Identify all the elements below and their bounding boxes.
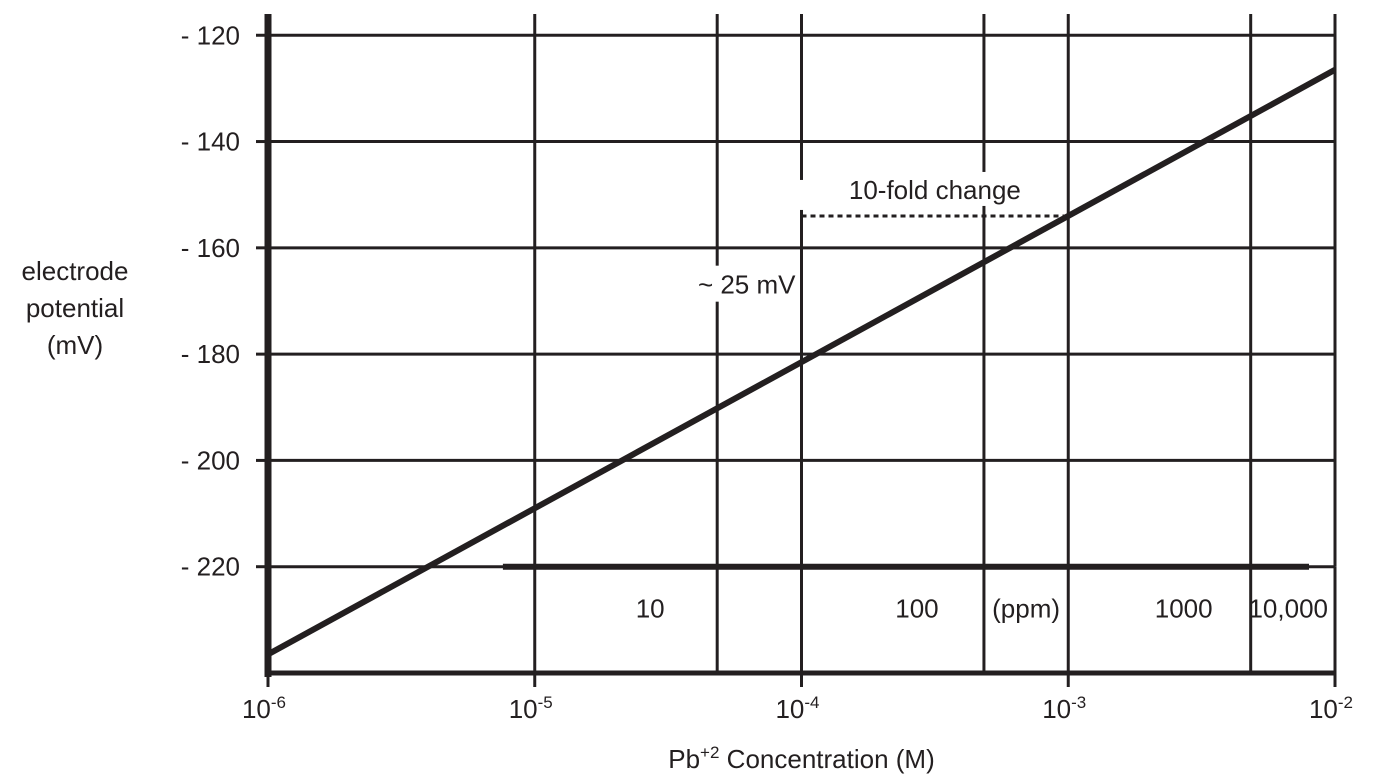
grid-lines bbox=[266, 14, 1337, 673]
y-tick-label: - 160 bbox=[181, 233, 240, 263]
x-tick-label: 10-3 bbox=[1042, 693, 1086, 724]
calibration-line bbox=[266, 67, 1337, 658]
mv-change-label: ~ 25 mV bbox=[698, 270, 796, 300]
series-layer bbox=[266, 67, 1337, 658]
x-tick-label: 10-6 bbox=[242, 693, 286, 724]
knockout bbox=[797, 179, 806, 210]
x-tick-label: 10-5 bbox=[509, 693, 553, 724]
y-tick-label: - 200 bbox=[181, 445, 240, 475]
ppm-axis: 10 100 1000 10,000 (ppm) bbox=[502, 563, 1328, 624]
axis-labels: Pb+2 Concentration (M) electrode potential… bbox=[22, 256, 935, 774]
x-tick-label: 10-2 bbox=[1309, 693, 1353, 724]
ppm-tick-label: 10 bbox=[636, 594, 665, 624]
x-tick-label: 10-4 bbox=[775, 693, 819, 724]
fold-label-bg bbox=[823, 171, 1044, 206]
ppm-tick-label: 1000 bbox=[1155, 594, 1213, 624]
y-tick-label: - 220 bbox=[181, 552, 240, 582]
annotation-layer: 10-fold change ~ 25 mV bbox=[673, 171, 1069, 360]
y-tick-label: - 120 bbox=[181, 20, 240, 50]
fold-change-label: 10-fold change bbox=[849, 175, 1021, 205]
ppm-unit-label: (ppm) bbox=[992, 594, 1060, 624]
ppm-tick-label: 100 bbox=[895, 594, 938, 624]
y-tick-label: - 140 bbox=[181, 127, 240, 157]
mv-label-bg bbox=[673, 265, 798, 302]
y-axis-label: electrode potential (mV) bbox=[22, 256, 129, 360]
x-axis-label: Pb+2 Concentration (M) bbox=[668, 743, 935, 774]
y-tick-label: - 180 bbox=[181, 339, 240, 369]
tick-layer: - 120 - 140 - 160 - 180 - 200 - 220 10-6 10-5 10… bbox=[181, 20, 1353, 724]
ppm-tick-label: 10,000 bbox=[1248, 594, 1328, 624]
